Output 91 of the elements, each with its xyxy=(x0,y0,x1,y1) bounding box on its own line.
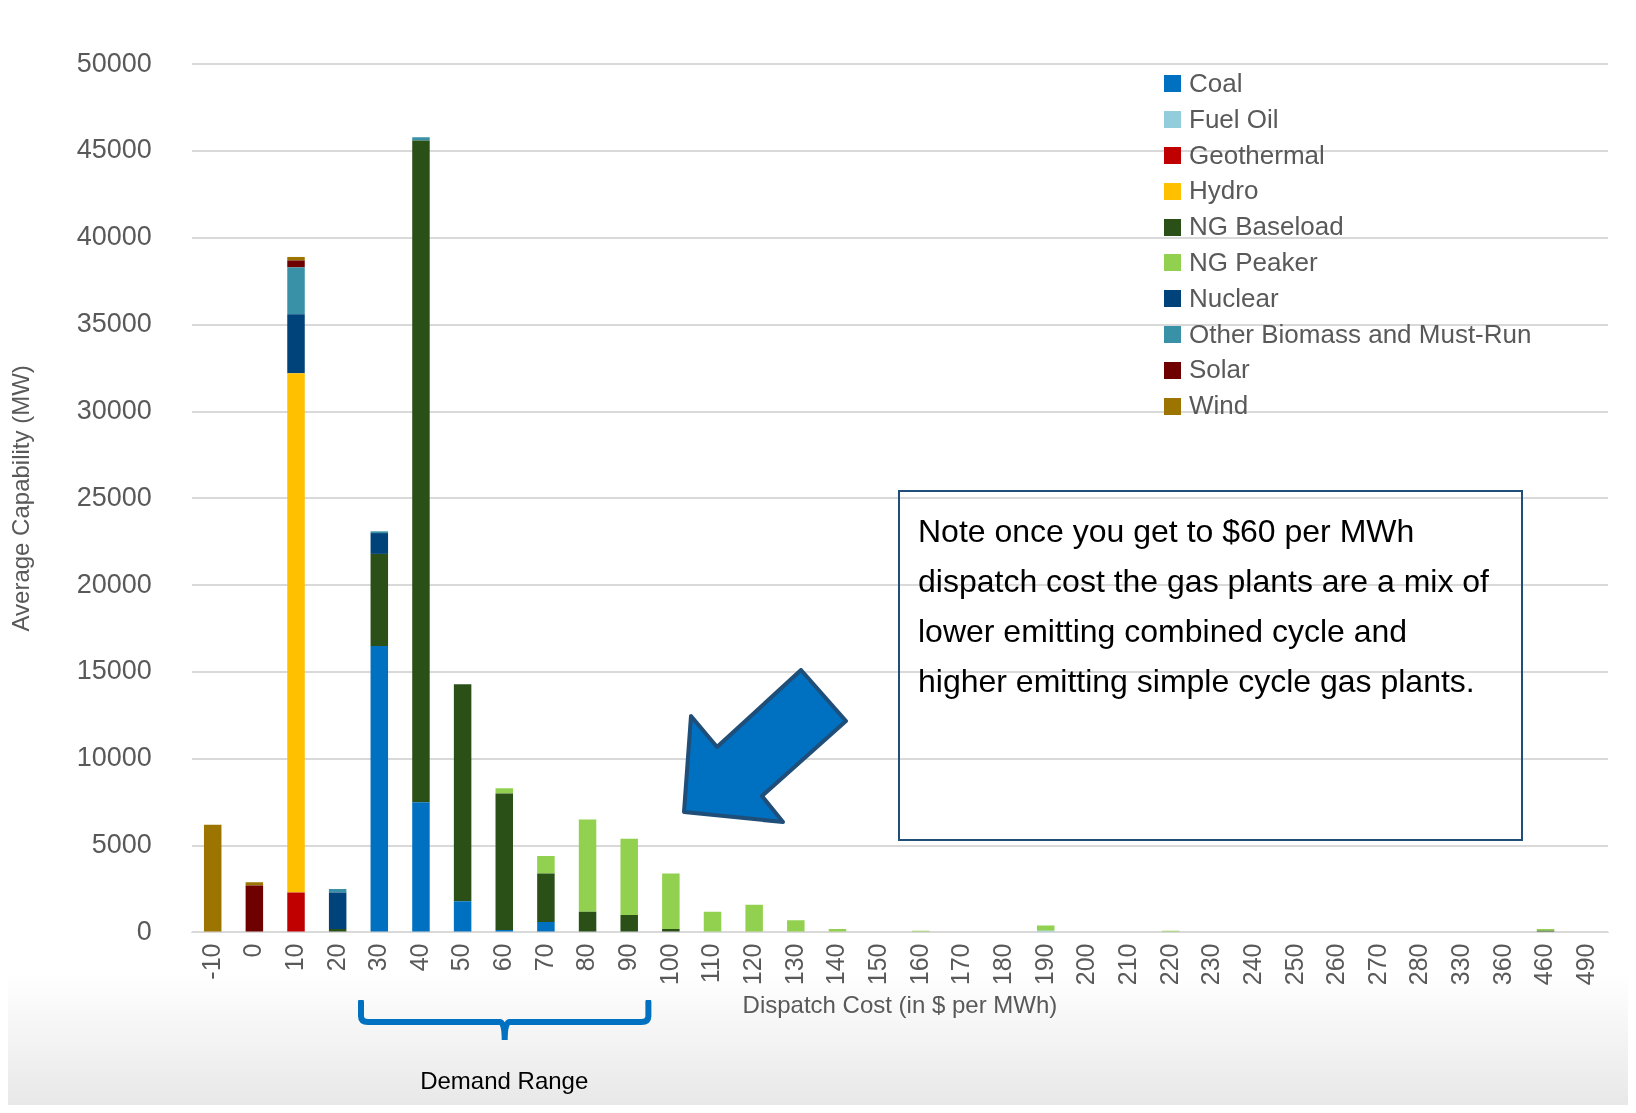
annotation: Note once you get to $60 per MWh dispatch cost the gas plants are a mix of lower emitting combined cycle and higher emitting simple cycle gas plants. xyxy=(898,490,1523,841)
y-tick-label: 5000 xyxy=(91,829,152,860)
bar xyxy=(745,904,763,932)
y-tick-label: 25000 xyxy=(76,481,152,512)
y-tick-label: 35000 xyxy=(76,308,152,339)
legend-label: NG Baseload xyxy=(1189,210,1344,244)
x-tick-label: 0 xyxy=(238,943,267,958)
y-tick-label: 0 xyxy=(136,915,152,946)
x-tick-label: 210 xyxy=(1112,943,1141,986)
x-tick-label: 160 xyxy=(904,943,933,986)
bar xyxy=(370,533,389,554)
legend-label: Geothermal xyxy=(1189,138,1325,172)
bar xyxy=(578,819,597,912)
y-tick-label: 20000 xyxy=(76,568,152,599)
bar xyxy=(370,645,389,932)
legend-label: Other Biomass and Must-Run xyxy=(1189,317,1532,351)
y-tick-label: 30000 xyxy=(76,394,152,425)
y-tick-label: 15000 xyxy=(76,655,152,686)
bar xyxy=(287,314,305,374)
x-tick-label: 230 xyxy=(1196,943,1225,986)
bar xyxy=(537,922,555,932)
x-tick-label: 40 xyxy=(404,943,433,972)
x-tick-label: 30 xyxy=(363,943,392,972)
bar xyxy=(328,889,347,893)
x-tick-label: 180 xyxy=(987,943,1016,986)
x-tick-label: 110 xyxy=(696,943,725,984)
bar xyxy=(245,882,264,886)
bar xyxy=(412,140,430,803)
bar xyxy=(578,911,597,932)
x-tick-label: 270 xyxy=(1362,943,1391,986)
bar xyxy=(287,373,305,893)
x-tick-label: 240 xyxy=(1237,943,1266,986)
x-tick-label: 10 xyxy=(279,943,308,972)
x-tick-label: 60 xyxy=(488,943,517,972)
legend-label: NG Peaker xyxy=(1189,246,1318,279)
legend-label: Fuel Oil xyxy=(1189,102,1279,136)
bar xyxy=(537,873,555,923)
x-axis-title: Dispatch Cost (in $ per MWh) xyxy=(742,991,1058,1019)
bar xyxy=(370,553,389,646)
x-tick-label: 280 xyxy=(1404,943,1433,986)
x-tick-label: 360 xyxy=(1487,943,1516,986)
x-tick-label: 250 xyxy=(1279,943,1308,986)
x-tick-label: 90 xyxy=(613,943,642,972)
x-tick-label: 130 xyxy=(779,943,808,986)
bar xyxy=(1036,925,1055,931)
x-tick-label: 330 xyxy=(1446,943,1475,986)
legend-label: Wind xyxy=(1189,389,1249,423)
bar xyxy=(412,137,430,141)
bar xyxy=(620,915,638,932)
bar xyxy=(453,901,472,932)
legend-label: Nuclear xyxy=(1189,281,1279,315)
y-axis-title: Average Capability (MW) xyxy=(7,365,35,632)
bar xyxy=(245,885,264,932)
x-tick-label: 170 xyxy=(946,943,975,986)
legend-label: Hydro xyxy=(1189,174,1259,208)
legend-label: Coal xyxy=(1189,67,1243,100)
x-tick-label: 20 xyxy=(321,943,350,972)
x-tick-label: 50 xyxy=(446,943,475,972)
x-tick-label: 70 xyxy=(529,943,558,972)
bar xyxy=(703,911,722,932)
y-tick-label: 50000 xyxy=(76,47,152,78)
x-tick-label: 200 xyxy=(1071,943,1100,986)
bar xyxy=(203,824,222,932)
x-tick-label: 120 xyxy=(738,943,767,986)
bar xyxy=(287,892,305,932)
x-tick-label: 490 xyxy=(1571,943,1600,986)
x-tick-label: 140 xyxy=(821,943,850,986)
x-tick-label: 220 xyxy=(1154,943,1183,986)
y-tick-label: 45000 xyxy=(76,134,152,165)
text: Demand Range xyxy=(419,1067,590,1095)
bar xyxy=(328,892,347,930)
bar xyxy=(453,684,472,902)
bar xyxy=(620,838,638,916)
x-tick-label: 190 xyxy=(1029,943,1058,986)
bar xyxy=(662,873,680,930)
x-tick-label: 460 xyxy=(1529,943,1558,986)
x-tick-label: -10 xyxy=(196,943,225,980)
x-tick-label: 80 xyxy=(571,943,600,972)
legend-label: Solar xyxy=(1189,353,1250,387)
x-tick-label: 100 xyxy=(654,943,683,986)
bar xyxy=(412,802,430,932)
y-tick-label: 10000 xyxy=(76,742,152,773)
y-tick-label: 40000 xyxy=(76,221,152,252)
bar xyxy=(287,260,305,268)
x-tick-label: 150 xyxy=(863,943,892,986)
bar xyxy=(287,267,305,315)
bar xyxy=(537,856,555,874)
bar xyxy=(495,793,514,930)
bar xyxy=(495,788,514,794)
x-tick-label: 260 xyxy=(1321,943,1350,986)
bar xyxy=(787,920,805,932)
